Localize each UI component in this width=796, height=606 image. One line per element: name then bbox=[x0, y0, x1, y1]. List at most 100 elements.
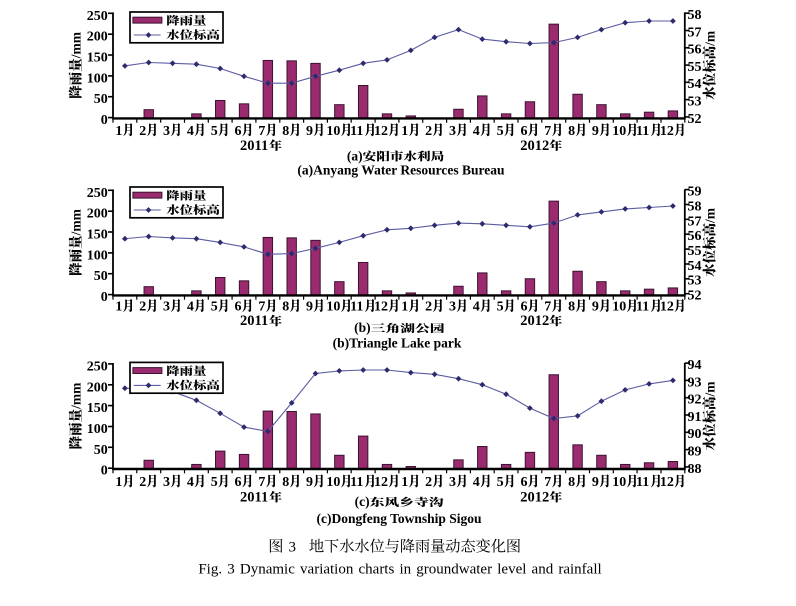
svg-text:90: 90 bbox=[688, 427, 702, 442]
svg-text:11: 11 bbox=[636, 300, 649, 315]
svg-text:1: 1 bbox=[115, 124, 122, 139]
svg-text:2: 2 bbox=[425, 475, 432, 490]
svg-text:94: 94 bbox=[688, 358, 702, 373]
svg-text:2011: 2011 bbox=[240, 313, 268, 329]
svg-text:150: 150 bbox=[87, 228, 108, 243]
svg-text:2012: 2012 bbox=[520, 313, 549, 329]
svg-text:6: 6 bbox=[235, 124, 242, 139]
svg-text:Fig. 3 Dynamic variation chart: Fig. 3 Dynamic variation charts in groun… bbox=[198, 562, 601, 578]
svg-text:/mm: /mm bbox=[68, 382, 83, 410]
svg-text:150: 150 bbox=[87, 401, 108, 416]
svg-text:(b): (b) bbox=[354, 320, 371, 335]
svg-text:2: 2 bbox=[139, 124, 146, 139]
svg-text:54: 54 bbox=[688, 77, 702, 92]
svg-text:50: 50 bbox=[94, 269, 108, 284]
svg-text:5: 5 bbox=[497, 300, 504, 315]
svg-text:91: 91 bbox=[688, 410, 702, 425]
svg-text:12: 12 bbox=[374, 300, 388, 315]
svg-text:54: 54 bbox=[688, 259, 702, 274]
svg-text:12: 12 bbox=[374, 475, 388, 490]
svg-text:8: 8 bbox=[568, 124, 575, 139]
svg-text:11: 11 bbox=[636, 124, 649, 139]
svg-text:7: 7 bbox=[544, 124, 551, 139]
svg-text:6: 6 bbox=[520, 124, 527, 139]
svg-text:(c)Dongfeng Township Sigou: (c)Dongfeng Township Sigou bbox=[316, 511, 482, 526]
svg-text:12: 12 bbox=[374, 124, 388, 139]
svg-text:2: 2 bbox=[139, 300, 146, 315]
svg-text:52: 52 bbox=[688, 289, 702, 304]
svg-text:12: 12 bbox=[660, 300, 674, 315]
svg-text:11: 11 bbox=[636, 475, 649, 490]
svg-text:4: 4 bbox=[473, 300, 480, 315]
svg-text:200: 200 bbox=[87, 380, 108, 395]
svg-text:5: 5 bbox=[211, 300, 218, 315]
svg-text:7: 7 bbox=[544, 475, 551, 490]
svg-text:250: 250 bbox=[87, 186, 108, 201]
svg-text:200: 200 bbox=[87, 207, 108, 222]
svg-text:4: 4 bbox=[473, 475, 480, 490]
svg-text:200: 200 bbox=[87, 30, 108, 45]
svg-text:12: 12 bbox=[660, 475, 674, 490]
svg-text:6: 6 bbox=[520, 475, 527, 490]
svg-text:3: 3 bbox=[163, 475, 170, 490]
svg-text:6: 6 bbox=[235, 300, 242, 315]
svg-text:9: 9 bbox=[592, 124, 599, 139]
svg-text:5: 5 bbox=[497, 124, 504, 139]
svg-text:55: 55 bbox=[688, 60, 702, 75]
svg-text:4: 4 bbox=[187, 300, 194, 315]
svg-text:3: 3 bbox=[449, 300, 456, 315]
svg-text:88: 88 bbox=[688, 462, 702, 477]
svg-text:1: 1 bbox=[115, 475, 122, 490]
svg-text:8: 8 bbox=[282, 124, 289, 139]
svg-text:4: 4 bbox=[187, 124, 194, 139]
svg-text:7: 7 bbox=[544, 300, 551, 315]
svg-text:3: 3 bbox=[289, 540, 297, 556]
svg-text:100: 100 bbox=[87, 422, 108, 437]
svg-text:5: 5 bbox=[497, 475, 504, 490]
svg-text:3: 3 bbox=[449, 124, 456, 139]
svg-text:56: 56 bbox=[688, 229, 702, 244]
svg-text:1: 1 bbox=[401, 475, 408, 490]
svg-text:89: 89 bbox=[688, 445, 702, 460]
svg-text:250: 250 bbox=[87, 359, 108, 374]
svg-text:/m: /m bbox=[702, 30, 717, 47]
svg-text:50: 50 bbox=[94, 92, 108, 107]
svg-text:57: 57 bbox=[688, 25, 702, 40]
svg-text:1: 1 bbox=[401, 300, 408, 315]
svg-text:3: 3 bbox=[163, 124, 170, 139]
svg-text:8: 8 bbox=[568, 475, 575, 490]
svg-text:/mm: /mm bbox=[68, 208, 83, 236]
svg-text:55: 55 bbox=[688, 244, 702, 259]
svg-text:10: 10 bbox=[326, 300, 340, 315]
svg-text:12: 12 bbox=[660, 124, 674, 139]
svg-text:7: 7 bbox=[258, 300, 265, 315]
svg-text:93: 93 bbox=[688, 375, 702, 390]
svg-text:10: 10 bbox=[612, 475, 626, 490]
svg-text:58: 58 bbox=[688, 8, 702, 23]
svg-text:0: 0 bbox=[101, 113, 108, 128]
svg-text:(c): (c) bbox=[355, 494, 370, 509]
svg-text:11: 11 bbox=[350, 124, 363, 139]
svg-text:57: 57 bbox=[688, 214, 702, 229]
svg-text:2012: 2012 bbox=[520, 138, 549, 154]
svg-text:2011: 2011 bbox=[240, 138, 268, 154]
svg-text:6: 6 bbox=[235, 475, 242, 490]
svg-text:10: 10 bbox=[326, 475, 340, 490]
svg-text:3: 3 bbox=[163, 300, 170, 315]
svg-text:8: 8 bbox=[568, 300, 575, 315]
svg-text:56: 56 bbox=[688, 43, 702, 58]
svg-text:7: 7 bbox=[258, 475, 265, 490]
svg-text:2012: 2012 bbox=[520, 489, 549, 505]
svg-text:11: 11 bbox=[350, 300, 363, 315]
svg-text:10: 10 bbox=[326, 124, 340, 139]
svg-text:/m: /m bbox=[702, 207, 717, 224]
svg-text:11: 11 bbox=[350, 475, 363, 490]
svg-text:(b)Triangle Lake park: (b)Triangle Lake park bbox=[333, 336, 462, 351]
svg-text:4: 4 bbox=[473, 124, 480, 139]
svg-text:9: 9 bbox=[306, 300, 313, 315]
svg-text:53: 53 bbox=[688, 95, 702, 110]
svg-text:5: 5 bbox=[211, 124, 218, 139]
svg-text:150: 150 bbox=[87, 51, 108, 66]
svg-text:7: 7 bbox=[258, 124, 265, 139]
svg-text:1: 1 bbox=[115, 300, 122, 315]
